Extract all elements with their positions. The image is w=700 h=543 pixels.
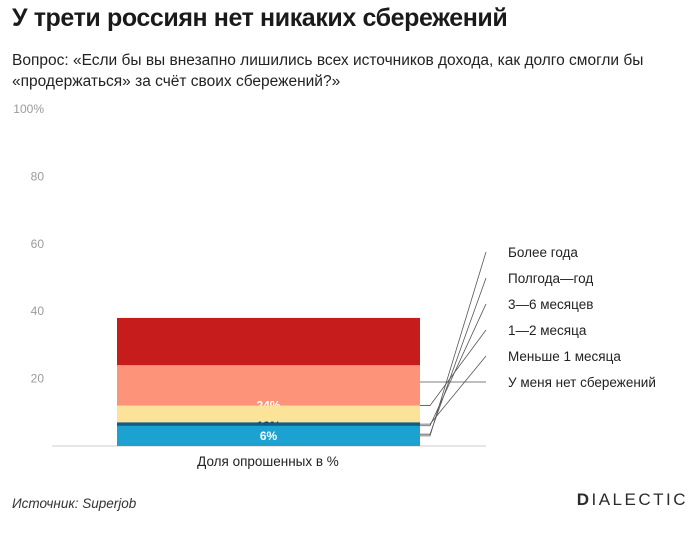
legend-label: 3—6 месяцев [508, 297, 593, 312]
legend-leader-line [420, 329, 487, 406]
y-tick-label: 20 [31, 372, 45, 386]
legend-label: У меня нет сбережений [508, 375, 656, 390]
legend-leader-line [420, 303, 487, 427]
legend-label: Полгода—год [508, 271, 593, 286]
chart-subtitle: Вопрос: «Если бы вы внезапно лишились вс… [12, 52, 644, 90]
source-note: Источник: Superjob [12, 496, 137, 511]
y-axis: 100% 80 60 40 20 [13, 102, 44, 386]
bar-stack: 38%13%24%12%7%6% [117, 317, 420, 446]
y-tick-label: 100% [13, 102, 44, 116]
logo-rest: IALECTIC [591, 490, 688, 509]
data-label: 6% [260, 429, 278, 443]
legend: У меня нет сбережений Меньше 1 месяца 1—2 … [420, 245, 656, 437]
y-tick-label: 40 [31, 304, 45, 318]
chart-title: У трети россиян нет никаких сбережений [12, 4, 508, 32]
x-category-label: Доля опрошенных в % [197, 454, 339, 469]
y-tick-label: 80 [31, 169, 45, 183]
legend-leader-line [420, 355, 487, 425]
legend-leader-line [420, 251, 487, 437]
legend-label: Более года [508, 245, 578, 260]
legend-label: 1—2 месяца [508, 323, 587, 338]
legend-label: Меньше 1 месяца [508, 349, 621, 364]
dialectic-logo: DIALECTIC [577, 490, 688, 510]
bar-segment [117, 425, 420, 446]
logo-initial: D [576, 490, 592, 509]
y-tick-label: 60 [31, 237, 45, 251]
legend-leader-line [420, 277, 487, 435]
